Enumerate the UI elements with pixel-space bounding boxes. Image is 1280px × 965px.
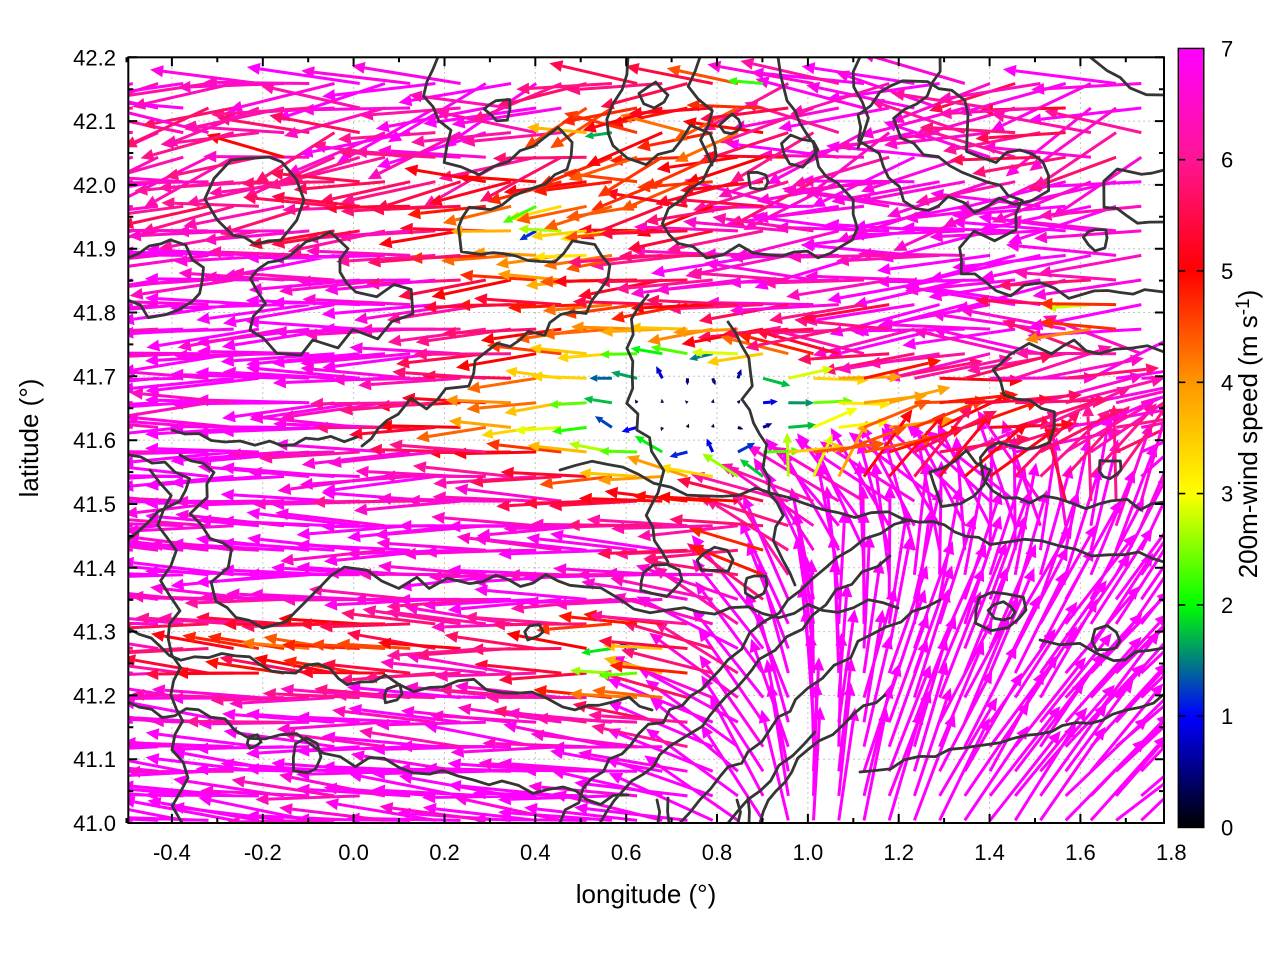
svg-text:200m-wind speed (m s-1): 200m-wind speed (m s-1) xyxy=(1233,290,1263,579)
svg-text:6: 6 xyxy=(1221,148,1233,173)
svg-text:0.0: 0.0 xyxy=(338,840,369,865)
svg-text:41.5: 41.5 xyxy=(73,492,116,517)
svg-text:0.8: 0.8 xyxy=(702,840,733,865)
svg-text:3: 3 xyxy=(1221,482,1233,507)
svg-text:41.1: 41.1 xyxy=(73,747,116,772)
svg-text:41.3: 41.3 xyxy=(73,620,116,645)
svg-text:latitude (°): latitude (°) xyxy=(14,379,44,498)
svg-text:0.4: 0.4 xyxy=(520,840,551,865)
svg-text:4: 4 xyxy=(1221,370,1233,395)
svg-text:7: 7 xyxy=(1221,36,1233,61)
svg-text:41.8: 41.8 xyxy=(73,301,116,326)
svg-text:2: 2 xyxy=(1221,593,1233,618)
svg-text:5: 5 xyxy=(1221,259,1233,284)
svg-text:0: 0 xyxy=(1221,816,1233,841)
svg-text:0.2: 0.2 xyxy=(429,840,460,865)
svg-text:42.1: 42.1 xyxy=(73,109,116,134)
svg-text:41.2: 41.2 xyxy=(73,683,116,708)
svg-text:1.0: 1.0 xyxy=(793,840,824,865)
svg-text:41.6: 41.6 xyxy=(73,428,116,453)
svg-text:longitude (°): longitude (°) xyxy=(576,879,716,909)
svg-text:41.4: 41.4 xyxy=(73,556,116,581)
svg-text:41.9: 41.9 xyxy=(73,237,116,262)
svg-text:1.6: 1.6 xyxy=(1065,840,1096,865)
svg-text:1.8: 1.8 xyxy=(1156,840,1187,865)
svg-text:42.0: 42.0 xyxy=(73,173,116,198)
svg-text:-0.4: -0.4 xyxy=(153,840,191,865)
svg-text:1: 1 xyxy=(1221,704,1233,729)
svg-text:42.2: 42.2 xyxy=(73,45,116,70)
svg-text:41.7: 41.7 xyxy=(73,364,116,389)
svg-text:-0.2: -0.2 xyxy=(244,840,282,865)
svg-text:41.0: 41.0 xyxy=(73,811,116,836)
svg-text:0.6: 0.6 xyxy=(611,840,642,865)
svg-text:1.2: 1.2 xyxy=(883,840,914,865)
svg-text:1.4: 1.4 xyxy=(974,840,1005,865)
